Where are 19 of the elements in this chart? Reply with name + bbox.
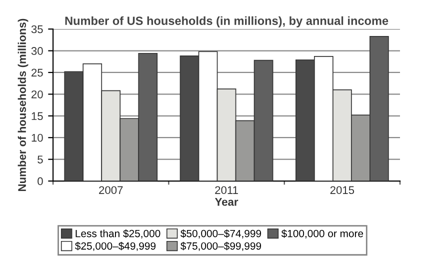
y-tick-label: 25 <box>32 68 43 77</box>
y-tick-label: 0 <box>38 177 43 186</box>
y-tick-label: 10 <box>32 134 43 142</box>
legend-label: $75,000–$99,999 <box>180 242 262 251</box>
y-axis-title: Number of households (millions) <box>18 18 28 192</box>
y-tick-label: 20 <box>32 90 43 98</box>
legend-label: Less than $25,000 <box>76 229 160 238</box>
x-axis-title: Year <box>214 198 238 206</box>
x-tick-label: 2015 <box>330 186 354 194</box>
y-tick-label: 35 <box>31 25 43 34</box>
legend-label: $50,000–$74,999 <box>180 229 262 238</box>
chart-title: Number of US households (in millions), by annual income <box>65 16 388 28</box>
legend-label: $100,000 or more <box>281 229 364 238</box>
x-tick-label: 2007 <box>99 186 123 194</box>
x-tick-label: 2011 <box>215 186 238 194</box>
y-tick-label: 30 <box>31 47 43 55</box>
y-tick-label: 5 <box>38 156 43 164</box>
legend-label: $25,000–$49,999 <box>75 242 156 251</box>
y-tick-label: 15 <box>32 112 43 120</box>
